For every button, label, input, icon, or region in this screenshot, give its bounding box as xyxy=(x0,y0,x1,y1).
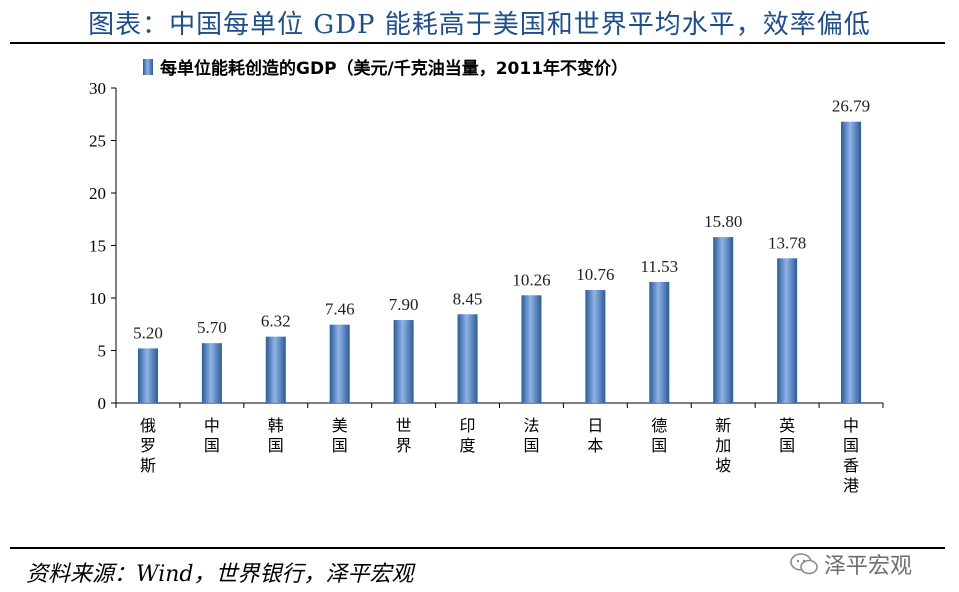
category-label: 世界 xyxy=(396,416,412,455)
data-label: 10.26 xyxy=(512,270,550,289)
bar xyxy=(329,324,350,403)
data-label: 15.80 xyxy=(704,212,742,231)
category-label: 法国 xyxy=(523,416,539,455)
bar xyxy=(201,343,222,403)
top-rule xyxy=(10,42,945,44)
bar xyxy=(521,295,542,403)
data-label: 10.76 xyxy=(576,265,614,284)
category-label: 韩国 xyxy=(268,416,284,455)
data-label: 5.70 xyxy=(197,318,227,337)
watermark: 泽平宏观 xyxy=(790,548,912,580)
data-label: 7.46 xyxy=(325,300,355,319)
category-label: 俄罗斯 xyxy=(140,416,156,475)
bottom-rule xyxy=(10,547,945,549)
data-label: 8.45 xyxy=(453,289,483,308)
y-tick-label: 10 xyxy=(89,289,106,308)
bar xyxy=(841,121,862,403)
category-label: 中国香港 xyxy=(843,416,859,495)
category-label: 德国 xyxy=(651,416,667,455)
chart-legend: 每单位能耗创造的GDP（美元/千克油当量，2011年不变价） xyxy=(143,58,628,79)
category-label: 新加坡 xyxy=(715,416,731,475)
category-label: 中国 xyxy=(204,416,220,455)
data-label: 11.53 xyxy=(640,257,678,276)
y-tick-label: 30 xyxy=(89,79,106,98)
bar xyxy=(265,336,286,403)
bar xyxy=(457,314,478,403)
bar xyxy=(777,258,798,403)
bar xyxy=(585,290,606,403)
wechat-icon xyxy=(790,553,818,575)
bar xyxy=(713,237,734,403)
figure-title: 图表：中国每单位 GDP 能耗高于美国和世界平均水平，效率偏低 xyxy=(88,10,871,40)
y-tick-label: 25 xyxy=(89,132,106,151)
y-tick-label: 20 xyxy=(89,184,106,203)
category-label: 美国 xyxy=(332,416,348,455)
y-tick-label: 15 xyxy=(89,237,106,256)
y-tick-label: 5 xyxy=(98,342,107,361)
category-label: 日本 xyxy=(587,416,603,455)
y-tick-label: 0 xyxy=(98,394,107,413)
bars: 5.20 俄罗斯 5.70 中国 6.32 韩国 7.46 美国 7.90 世界 8.45 印度 10.… xyxy=(133,97,870,495)
data-label: 5.20 xyxy=(133,323,163,342)
bar-chart: 每单位能耗创造的GDP（美元/千克油当量，2011年不变价） 0 5 10 15 20 2… xyxy=(89,58,884,495)
data-label: 6.32 xyxy=(261,312,291,331)
watermark-text: 泽平宏观 xyxy=(824,554,913,579)
data-label: 13.78 xyxy=(768,233,806,252)
bar xyxy=(393,320,414,403)
data-label: 7.90 xyxy=(389,295,419,314)
category-label: 印度 xyxy=(460,416,476,455)
axes: 0 5 10 15 20 25 30 xyxy=(89,79,884,413)
bar xyxy=(649,281,670,403)
category-label: 英国 xyxy=(779,416,795,455)
legend-swatch xyxy=(143,59,153,75)
legend-label: 每单位能耗创造的GDP（美元/千克油当量，2011年不变价） xyxy=(160,58,628,79)
source-note: 资料来源：Wind，世界银行，泽平宏观 xyxy=(26,562,414,587)
bar xyxy=(137,348,158,403)
data-label: 26.79 xyxy=(832,97,870,116)
